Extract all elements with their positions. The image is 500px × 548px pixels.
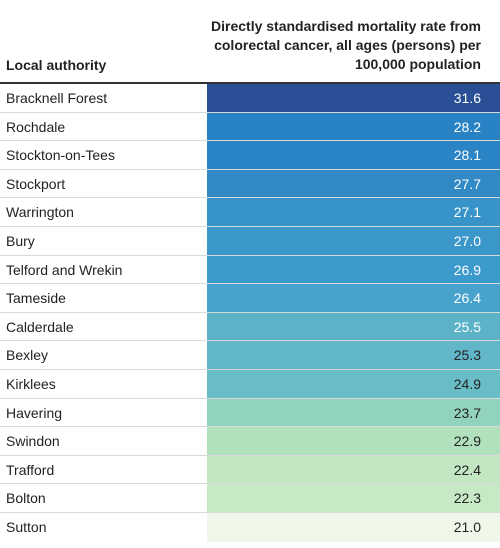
local-authority-name: Kirklees [6, 375, 56, 392]
local-authority-name: Sutton [6, 518, 47, 535]
table-row: Bury 27.0 [0, 226, 500, 256]
rate-cell: 22.4 [207, 455, 500, 484]
table-row: Telford and Wrekin 26.9 [0, 255, 500, 285]
rate-cell: 23.7 [207, 398, 500, 427]
table-body: Bracknell Forest 31.6 Rochdale 28.2 Stockton… [0, 84, 500, 542]
rate-cell: 27.1 [207, 198, 500, 226]
rate-cell: 24.9 [207, 369, 500, 398]
local-authority-name: Bolton [6, 490, 46, 507]
rate-value: 28.2 [453, 118, 481, 135]
table-row: Bexley 25.3 [0, 341, 500, 370]
rate-cell: 31.6 [207, 84, 500, 112]
rate-value: 24.9 [453, 375, 481, 392]
local-authority-name: Bracknell Forest [6, 90, 108, 106]
table-row: Trafford 22.4 [0, 455, 500, 485]
rate-value: 21.0 [453, 518, 481, 535]
local-authority-name: Tameside [6, 290, 66, 307]
rate-value: 26.4 [453, 290, 481, 307]
local-authority-name: Trafford [6, 461, 55, 478]
table-row: Swindon 22.9 [0, 427, 500, 456]
rate-cell: 27.7 [207, 169, 500, 198]
rate-value: 25.5 [453, 318, 481, 335]
table-row: Stockton-on-Tees 28.1 [0, 141, 500, 170]
rate-cell: 26.9 [207, 255, 500, 284]
local-authority-name: Havering [6, 404, 63, 421]
table-row: Havering 23.7 [0, 398, 500, 428]
rate-cell: 25.5 [207, 312, 500, 341]
table-row: Warrington 27.1 [0, 198, 500, 227]
column-header-mortality-rate: Directly standardised mortality rate fro… [211, 18, 481, 72]
table-row: Bracknell Forest 31.6 [0, 84, 500, 113]
table-row: Rochdale 28.2 [0, 112, 500, 142]
rate-value: 22.3 [453, 490, 481, 507]
rate-value: 27.1 [453, 204, 481, 221]
rate-cell: 22.9 [207, 427, 500, 455]
table-row: Tameside 26.4 [0, 284, 500, 313]
rate-value: 25.3 [453, 347, 481, 364]
rate-value: 31.6 [453, 90, 481, 106]
table-header: Local authority Directly standardised mo… [0, 0, 500, 84]
rate-value: 23.7 [453, 404, 481, 421]
rate-cell: 28.1 [207, 141, 500, 169]
local-authority-name: Stockton-on-Tees [6, 147, 115, 164]
rate-value: 27.0 [453, 232, 481, 249]
table-row: Sutton 21.0 [0, 512, 500, 542]
rate-value: 26.9 [453, 261, 481, 278]
table-row: Kirklees 24.9 [0, 369, 500, 399]
local-authority-name: Rochdale [6, 118, 66, 135]
table-row: Stockport 27.7 [0, 169, 500, 199]
local-authority-name: Telford and Wrekin [6, 261, 123, 278]
rate-value: 22.9 [453, 433, 481, 450]
rate-cell: 28.2 [207, 112, 500, 141]
rate-value: 28.1 [453, 147, 481, 164]
local-authority-name: Swindon [6, 433, 60, 450]
rate-cell: 21.0 [207, 512, 500, 542]
local-authority-name: Calderdale [6, 318, 74, 335]
local-authority-name: Warrington [6, 204, 74, 221]
rate-cell: 27.0 [207, 226, 500, 255]
rate-cell: 26.4 [207, 284, 500, 312]
column-header-local-authority: Local authority [6, 57, 107, 73]
rate-cell: 22.3 [207, 484, 500, 512]
local-authority-name: Stockport [6, 175, 66, 192]
rate-cell: 25.3 [207, 341, 500, 369]
table-row: Bolton 22.3 [0, 484, 500, 513]
local-authority-name: Bexley [6, 347, 49, 364]
rate-value: 22.4 [453, 461, 481, 478]
rate-value: 27.7 [453, 175, 481, 192]
table-row: Calderdale 25.5 [0, 312, 500, 342]
local-authority-name: Bury [6, 232, 35, 249]
